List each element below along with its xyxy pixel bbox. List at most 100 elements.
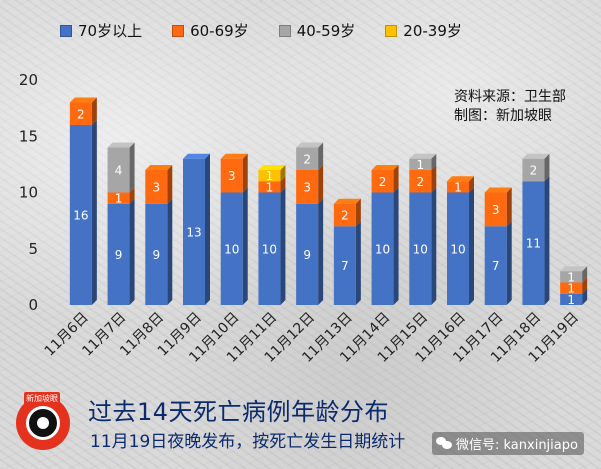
legend-label-70-plus: 70岁以上 (78, 22, 143, 40)
bar-segment-top (258, 165, 286, 170)
bar-data-label: 2 (303, 152, 311, 166)
bar-segment (296, 147, 319, 170)
wechat-icon (436, 437, 452, 450)
bar-segment-top (145, 165, 173, 170)
bar-segment (258, 170, 281, 182)
bar-segment (560, 293, 583, 305)
bar-segment (107, 203, 130, 305)
bar-segment-top (447, 176, 474, 182)
bar-segment (484, 192, 507, 227)
bar-segment-side (469, 187, 474, 305)
bar-segment-side (506, 187, 512, 227)
bar-segment-side (544, 176, 550, 305)
bar-segment (296, 203, 319, 305)
bar-segment (258, 192, 281, 305)
bar-data-label: 1 (567, 293, 575, 307)
bar-segment-side (129, 187, 135, 204)
bar-segment (296, 170, 319, 204)
legend-swatch-60-69 (172, 24, 185, 37)
bar-data-label: 2 (341, 209, 349, 223)
legend-item-60-69: 60-69岁 (172, 20, 249, 41)
bar-segment (145, 170, 168, 204)
bar-segment-top (69, 97, 97, 103)
bar-segment-top (522, 153, 550, 159)
bar-segment-top (409, 153, 437, 159)
legend-label-60-69: 60-69岁 (190, 22, 249, 40)
bar-segment-side (506, 221, 512, 305)
bar-data-label: 11 (526, 237, 541, 251)
bar-data-label: 1 (266, 180, 274, 194)
bar-data-label: 9 (303, 248, 311, 262)
bar-segment (107, 192, 130, 204)
bar-segment-top (560, 266, 588, 272)
y-tick-label: 10 (19, 184, 38, 202)
bar-data-label: 10 (262, 242, 277, 256)
bar-segment (371, 192, 394, 305)
bar-segment (258, 181, 281, 193)
bar-segment-side (431, 187, 437, 305)
brand-logo (16, 396, 70, 450)
bar-segment-side (91, 97, 97, 125)
bar-segment-side (582, 277, 588, 294)
bar-segment-side (582, 288, 588, 305)
bar-segment-side (355, 221, 361, 305)
bar-segment-top (107, 142, 135, 148)
bar-segment-side (242, 187, 248, 305)
bar-segment (447, 181, 469, 193)
bar-segment (220, 192, 243, 305)
bar-data-label: 3 (492, 203, 500, 217)
bar-data-label: 10 (224, 242, 239, 256)
legend-swatch-40-59 (278, 24, 291, 37)
bar-segment-side (205, 153, 210, 305)
bar-segment (409, 158, 432, 170)
bar-data-label: 9 (115, 248, 123, 262)
y-tick-label: 5 (28, 240, 38, 258)
brand-logo-label: 新加坡眼 (24, 392, 60, 405)
bar-segment-side (280, 187, 286, 305)
legend-label-20-39: 20-39岁 (403, 22, 462, 40)
y-tick-label: 20 (19, 71, 38, 89)
bar-segment (484, 226, 507, 305)
bar-segment (183, 158, 205, 305)
bar-data-label: 1 (115, 192, 123, 206)
legend-item-40-59: 40-59岁 (278, 20, 355, 41)
bar-segment-side (318, 165, 324, 204)
y-tick-label: 0 (28, 296, 38, 314)
bar-segment (107, 147, 130, 193)
bar-data-label: 10 (413, 242, 428, 256)
bar-segment (522, 158, 545, 182)
bar-segment-side (318, 198, 324, 305)
bar-segment-side (318, 142, 324, 170)
bar-segment-top (183, 153, 210, 159)
bar-data-label: 2 (379, 175, 387, 189)
bar-segment-side (355, 198, 361, 227)
camera-lens-icon (26, 406, 60, 440)
bar-segment-side (393, 187, 399, 305)
bar-data-label: 3 (228, 169, 236, 183)
bar-segment (333, 226, 356, 305)
bar-data-label: 3 (303, 180, 311, 194)
bar-segment-side (431, 153, 437, 170)
bar-segment-side (582, 266, 588, 283)
bar-segment-side (469, 176, 474, 193)
chart-caption-subtitle: 11月19日夜晚发布，按死亡发生日期统计 (90, 432, 406, 452)
bar-data-label: 1 (454, 180, 462, 194)
bar-data-label: 1 (416, 158, 424, 172)
bar-segment-top (484, 187, 512, 193)
bar-data-label: 9 (152, 248, 160, 262)
bar-segment-side (431, 165, 437, 193)
bar-data-label: 10 (450, 242, 465, 256)
bar-segment (409, 192, 432, 305)
bar-data-label: 2 (530, 164, 538, 178)
bar-segment-side (129, 198, 135, 305)
bar-segment (145, 203, 168, 305)
bar-data-label: 7 (341, 259, 349, 273)
bar-segment-side (242, 153, 248, 193)
bar-segment (560, 282, 583, 294)
chart-caption-title: 过去14天死亡病例年龄分布 (88, 398, 390, 426)
bar-segment-side (280, 176, 286, 193)
bar-data-label: 2 (416, 175, 424, 189)
bar-segment (69, 102, 92, 125)
bar-data-label: 3 (152, 180, 160, 194)
